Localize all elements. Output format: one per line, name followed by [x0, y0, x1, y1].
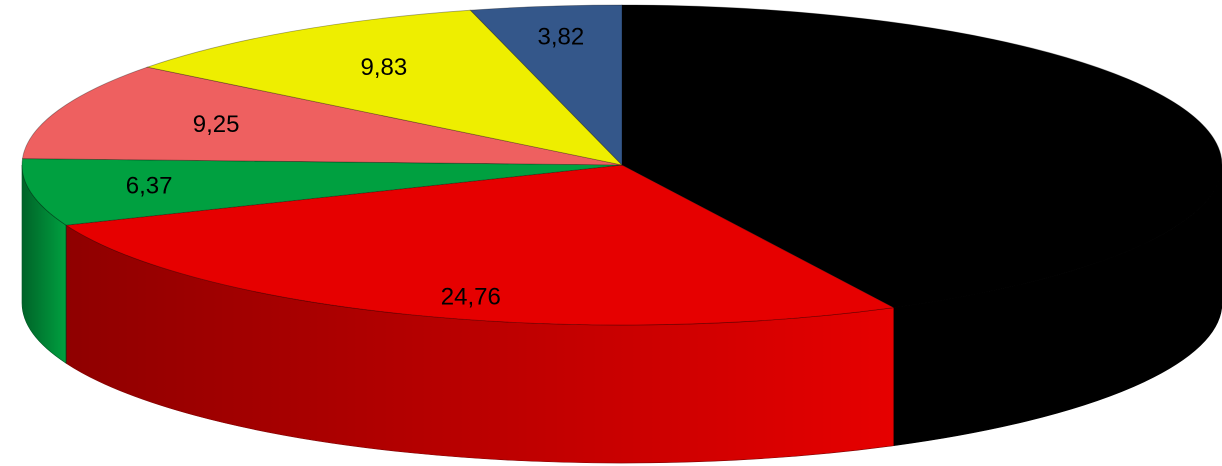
slice-label-5: 3,82 [538, 23, 585, 50]
slice-label-1: 24,76 [441, 283, 501, 310]
slice-label-2: 6,37 [126, 172, 173, 199]
slice-label-3: 9,25 [193, 111, 240, 138]
pie-slice-3 [22, 66, 623, 166]
pie-slice-1 [64, 164, 895, 326]
pie-labels: 24,76 6,37 9,25 9,83 3,82 [126, 23, 584, 310]
pie-tops [21, 4, 1222, 326]
pie-slice-4 [145, 9, 624, 166]
pie-slice-5 [469, 4, 623, 166]
pie-slice-2 [21, 158, 623, 226]
slice-label-4: 9,83 [360, 54, 407, 81]
pie-slice-0 [621, 4, 1222, 309]
pie-sides [21, 164, 1222, 464]
